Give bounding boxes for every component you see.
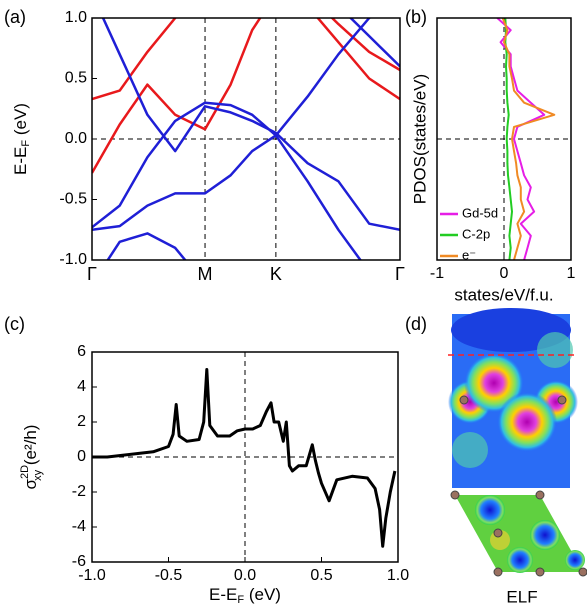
x-axis-label-sub: F — [237, 594, 244, 606]
panel-label: (b) — [405, 7, 427, 27]
band — [92, 18, 372, 232]
x-axis-label: states/eV/f.u. — [454, 285, 553, 304]
y-axis-label-sub: F — [20, 140, 32, 147]
legend-label: C-2p — [462, 226, 490, 241]
y-tick-label: 1.0 — [65, 9, 87, 26]
x-axis-label: E-EF (eV) — [209, 585, 281, 605]
x-tick-label: 1 — [567, 265, 576, 282]
y-tick-label: -4 — [72, 518, 86, 535]
band — [92, 18, 400, 101]
x-tick-label: 0.0 — [234, 567, 256, 584]
y-axis-label-sub: xy — [32, 469, 44, 481]
y-tick-label: -6 — [72, 553, 86, 570]
dos-curve — [496, 18, 546, 260]
y-tick-label: 2 — [77, 413, 86, 430]
y-tick-label: -2 — [72, 483, 86, 500]
x-tick-label: -1 — [430, 265, 444, 282]
elf-caption: ELF — [506, 587, 537, 606]
x-tick-label: 0.5 — [310, 567, 332, 584]
y-axis-label: PDOS(states/eV) — [410, 74, 429, 204]
legend-label: Gd-5d — [462, 205, 498, 220]
y-axis-label-text: E-E — [11, 147, 30, 175]
elf-map-bottom — [450, 490, 587, 577]
y-axis-label: σ2Dxy (e²/h) — [19, 425, 44, 490]
x-axis-label-unit: (eV) — [244, 585, 281, 604]
y-tick-label: -1.0 — [59, 251, 87, 268]
band — [106, 232, 187, 260]
y-tick-label: 0 — [77, 448, 86, 465]
x-tick-label: Γ — [87, 264, 97, 284]
x-tick-label: 0 — [500, 265, 509, 282]
x-tick-label: K — [270, 264, 282, 284]
plot-frame — [91, 17, 401, 261]
x-tick-label: -0.5 — [155, 567, 183, 584]
plot-frame — [436, 17, 572, 261]
legend-label: e⁻ — [462, 247, 476, 262]
dos-curve — [501, 18, 556, 260]
dos-curve — [504, 18, 513, 260]
panel-label: (d) — [405, 314, 427, 334]
x-tick-label: -1.0 — [78, 567, 106, 584]
plot-frame — [91, 351, 399, 563]
y-axis-label: E-EF (eV) — [11, 103, 31, 175]
panel-label: (c) — [4, 314, 25, 334]
y-tick-label: 6 — [77, 343, 86, 360]
band — [92, 101, 362, 260]
band — [348, 18, 400, 68]
y-tick-label: 0.5 — [65, 70, 87, 87]
band — [92, 18, 262, 174]
y-axis-label-unit: (e²/h) — [21, 425, 40, 470]
x-axis-label-text: E-E — [209, 585, 237, 604]
band — [101, 18, 400, 232]
y-tick-label: 0.0 — [65, 130, 87, 147]
x-tick-label: Γ — [395, 264, 405, 284]
x-tick-label: M — [198, 264, 213, 284]
panel-label: (a) — [4, 7, 26, 27]
y-tick-label: -0.5 — [59, 191, 87, 208]
y-axis-label-sup: 2D — [19, 465, 31, 479]
conductivity-curve — [92, 368, 397, 548]
y-tick-label: 4 — [77, 378, 86, 395]
x-tick-label: 1.0 — [387, 567, 409, 584]
elf-map-top — [448, 308, 578, 488]
y-axis-label-symbol: σ — [21, 478, 40, 489]
y-axis-label-unit: (eV) — [11, 103, 30, 140]
